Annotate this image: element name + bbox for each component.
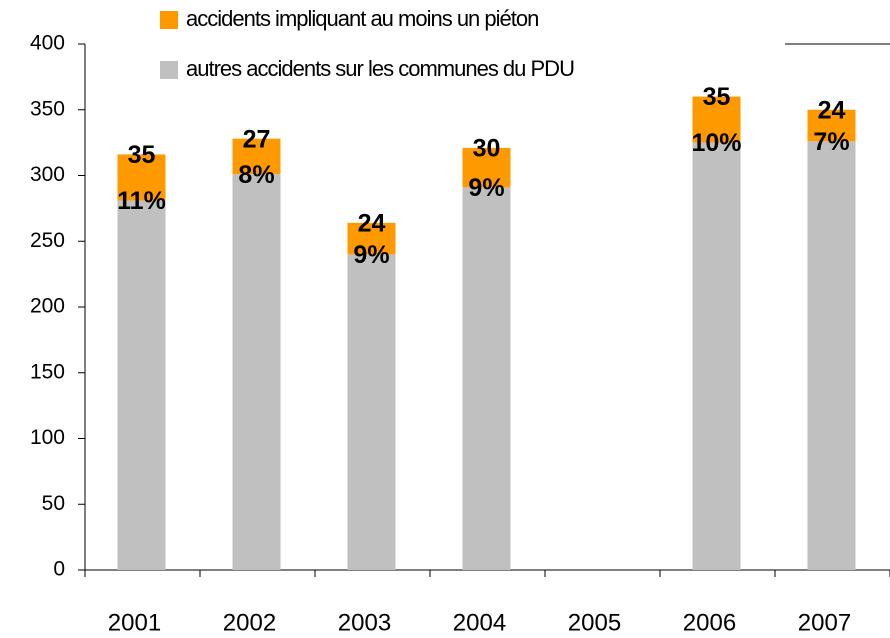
value-label: 27 — [243, 125, 271, 153]
y-tick-label: 150 — [30, 360, 65, 383]
y-tick-label: 350 — [30, 97, 65, 120]
bar-segment — [347, 254, 396, 570]
y-tick-label: 300 — [30, 163, 65, 186]
bar-segment — [347, 222, 396, 255]
percent-label: 10% — [691, 129, 741, 157]
x-tick-label: 2007 — [798, 609, 851, 636]
x-tick-label: 2005 — [568, 609, 621, 636]
value-label: 24 — [358, 209, 386, 237]
percent-label: 9% — [353, 241, 389, 269]
x-tick-label: 2001 — [108, 609, 161, 636]
bar-segment — [807, 141, 856, 570]
bar-segment — [117, 200, 166, 571]
bar-segment — [462, 187, 511, 570]
y-tick-label: 400 — [30, 32, 65, 55]
y-tick-label: 50 — [42, 492, 65, 515]
y-tick-label: 0 — [53, 558, 65, 581]
bar-segment — [232, 174, 281, 570]
bar-segment — [462, 147, 511, 188]
legend-label: accidents impliquant au moins un piéton — [186, 6, 538, 31]
value-label: 35 — [703, 83, 731, 111]
y-tick-label: 250 — [30, 229, 65, 252]
legend-label: autres accidents sur les communes du PDU — [186, 56, 574, 81]
value-label: 30 — [473, 134, 501, 162]
percent-label: 7% — [813, 128, 849, 156]
percent-label: 9% — [468, 174, 504, 202]
bar-segment — [692, 142, 741, 570]
value-label: 35 — [128, 141, 156, 169]
bar-segment — [807, 109, 856, 142]
legend-swatch — [160, 61, 178, 79]
x-tick-label: 2004 — [453, 609, 506, 636]
bar-segment — [692, 96, 741, 143]
x-tick-label: 2006 — [683, 609, 736, 636]
percent-label: 8% — [238, 161, 274, 189]
value-label: 24 — [818, 96, 846, 124]
legend-swatch — [160, 11, 178, 29]
x-tick-label: 2003 — [338, 609, 391, 636]
bar-segment — [117, 154, 166, 201]
y-tick-label: 200 — [30, 295, 65, 318]
x-tick-label: 2002 — [223, 609, 276, 636]
bar-segment — [232, 138, 281, 175]
y-tick-label: 100 — [30, 426, 65, 449]
percent-label: 11% — [117, 187, 166, 215]
